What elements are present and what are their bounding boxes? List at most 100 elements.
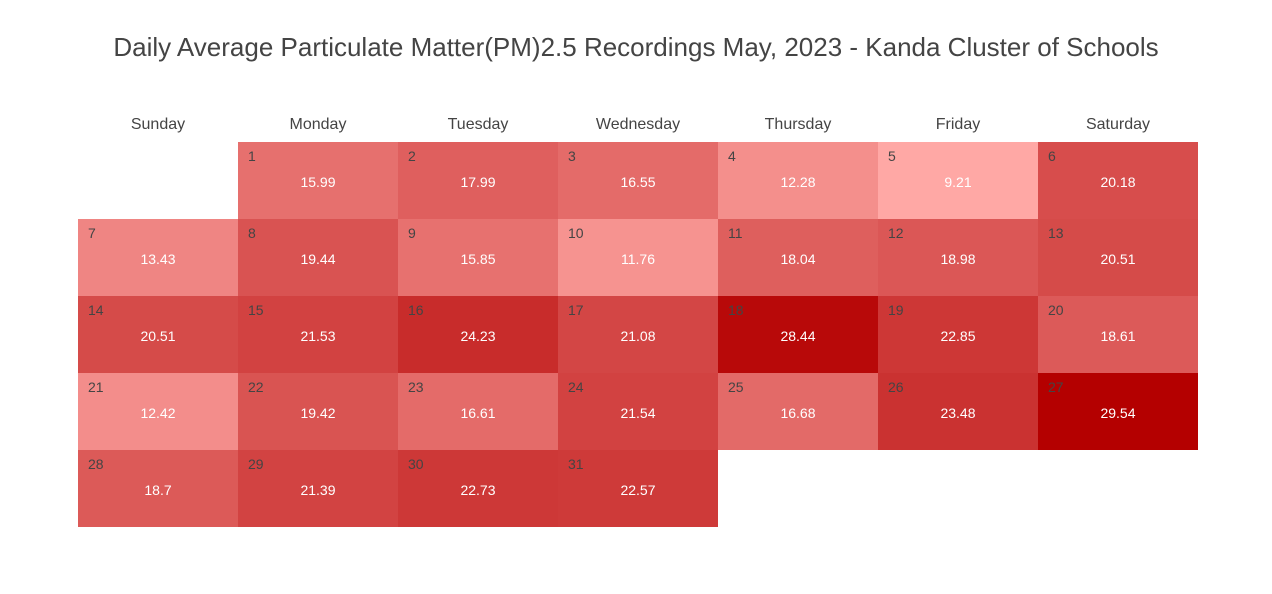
day-cell: 13 20.51 — [1038, 219, 1198, 296]
day-number-label: 28 — [88, 456, 104, 472]
day-cell: 26 23.48 — [878, 373, 1038, 450]
day-value-label: 18.98 — [940, 251, 976, 267]
day-number-label: 12 — [888, 225, 904, 241]
day-number-label: 5 — [888, 148, 896, 164]
day-value-label: 13.43 — [140, 251, 176, 267]
weekday-header-tuesday: Tuesday — [447, 116, 509, 133]
day-number-label: 29 — [248, 456, 264, 472]
day-cell: 10 11.76 — [558, 219, 718, 296]
day-value-label: 18.7 — [144, 482, 172, 498]
day-number-label: 13 — [1048, 225, 1064, 241]
day-value-label: 21.54 — [620, 405, 656, 421]
day-value-label: 11.76 — [621, 251, 655, 267]
day-cell: 31 22.57 — [558, 450, 718, 527]
day-value-label: 15.85 — [460, 251, 496, 267]
day-number-label: 26 — [888, 379, 904, 395]
day-cell: 12 18.98 — [878, 219, 1038, 296]
day-cell: 28 18.7 — [78, 450, 238, 527]
day-number-label: 1 — [248, 148, 256, 164]
day-cell: 23 16.61 — [398, 373, 558, 450]
day-number-label: 4 — [728, 148, 736, 164]
day-value-label: 28.44 — [780, 328, 816, 344]
day-cell: 16 24.23 — [398, 296, 558, 373]
day-number-label: 27 — [1048, 379, 1064, 395]
day-value-label: 24.23 — [460, 328, 496, 344]
day-cell: 9 15.85 — [398, 219, 558, 296]
day-cell: 11 18.04 — [718, 219, 878, 296]
day-number-label: 21 — [88, 379, 104, 395]
day-number-label: 20 — [1048, 302, 1064, 318]
day-number-label: 18 — [728, 302, 744, 318]
weekday-header-friday: Friday — [935, 116, 981, 133]
day-number-label: 14 — [88, 302, 104, 318]
day-value-label: 22.85 — [940, 328, 976, 344]
day-cell: 19 22.85 — [878, 296, 1038, 373]
day-value-label: 19.44 — [300, 251, 336, 267]
day-number-label: 7 — [88, 225, 96, 241]
day-number-label: 24 — [568, 379, 584, 395]
day-number-label: 10 — [568, 225, 584, 241]
day-cell: 2 17.99 — [398, 142, 558, 219]
weekday-header-saturday: Saturday — [1085, 116, 1151, 133]
day-cell: 15 21.53 — [238, 296, 398, 373]
weekday-header-sunday: Sunday — [130, 116, 186, 133]
day-cell: 4 12.28 — [718, 142, 878, 219]
day-cell: 14 20.51 — [78, 296, 238, 373]
day-value-label: 15.99 — [300, 174, 336, 190]
day-cell: 21 12.42 — [78, 373, 238, 450]
day-cell: 8 19.44 — [238, 219, 398, 296]
day-value-label: 29.54 — [1100, 405, 1136, 421]
day-value-label: 20.18 — [1100, 174, 1136, 190]
day-value-label: 22.73 — [460, 482, 496, 498]
day-number-label: 23 — [408, 379, 424, 395]
day-cell: 17 21.08 — [558, 296, 718, 373]
day-value-label: 18.61 — [1100, 328, 1136, 344]
day-cell: 18 28.44 — [718, 296, 878, 373]
day-value-label: 18.04 — [780, 251, 816, 267]
day-number-label: 2 — [408, 148, 416, 164]
day-value-label: 22.57 — [620, 482, 656, 498]
day-value-label: 17.99 — [460, 174, 496, 190]
weekday-header-wednesday: Wednesday — [595, 116, 681, 133]
day-number-label: 30 — [408, 456, 424, 472]
day-number-label: 8 — [248, 225, 256, 241]
day-cell: 22 19.42 — [238, 373, 398, 450]
chart-title: Daily Average Particulate Matter(PM)2.5 … — [113, 32, 1159, 62]
day-number-label: 19 — [888, 302, 904, 318]
day-number-label: 3 — [568, 148, 576, 164]
day-cell: 24 21.54 — [558, 373, 718, 450]
day-number-label: 6 — [1048, 148, 1056, 164]
day-cell: 27 29.54 — [1038, 373, 1198, 450]
day-cell: 1 15.99 — [238, 142, 398, 219]
day-number-label: 22 — [248, 379, 264, 395]
day-value-label: 20.51 — [1100, 251, 1136, 267]
day-number-label: 15 — [248, 302, 264, 318]
day-value-label: 19.42 — [300, 405, 336, 421]
day-value-label: 21.39 — [300, 482, 336, 498]
day-cell: 6 20.18 — [1038, 142, 1198, 219]
day-cell: 29 21.39 — [238, 450, 398, 527]
day-cell: 20 18.61 — [1038, 296, 1198, 373]
day-cell: 25 16.68 — [718, 373, 878, 450]
day-value-label: 16.55 — [620, 174, 656, 190]
day-value-label: 12.42 — [140, 405, 176, 421]
day-number-label: 31 — [568, 456, 584, 472]
weekday-header-thursday: Thursday — [764, 116, 832, 133]
day-number-label: 16 — [408, 302, 424, 318]
day-cell: 7 13.43 — [78, 219, 238, 296]
day-number-label: 25 — [728, 379, 744, 395]
day-number-label: 17 — [568, 302, 584, 318]
day-value-label: 20.51 — [140, 328, 176, 344]
day-cell: 3 16.55 — [558, 142, 718, 219]
day-cell: 5 9.21 — [878, 142, 1038, 219]
day-number-label: 9 — [408, 225, 416, 241]
weekday-header-monday: Monday — [289, 116, 347, 133]
day-value-label: 12.28 — [780, 174, 816, 190]
day-value-label: 16.61 — [460, 405, 496, 421]
day-value-label: 21.53 — [300, 328, 336, 344]
day-value-label: 21.08 — [620, 328, 656, 344]
day-cell: 30 22.73 — [398, 450, 558, 527]
day-value-label: 16.68 — [780, 405, 816, 421]
day-number-label: 11 — [728, 225, 743, 241]
day-value-label: 23.48 — [940, 405, 976, 421]
